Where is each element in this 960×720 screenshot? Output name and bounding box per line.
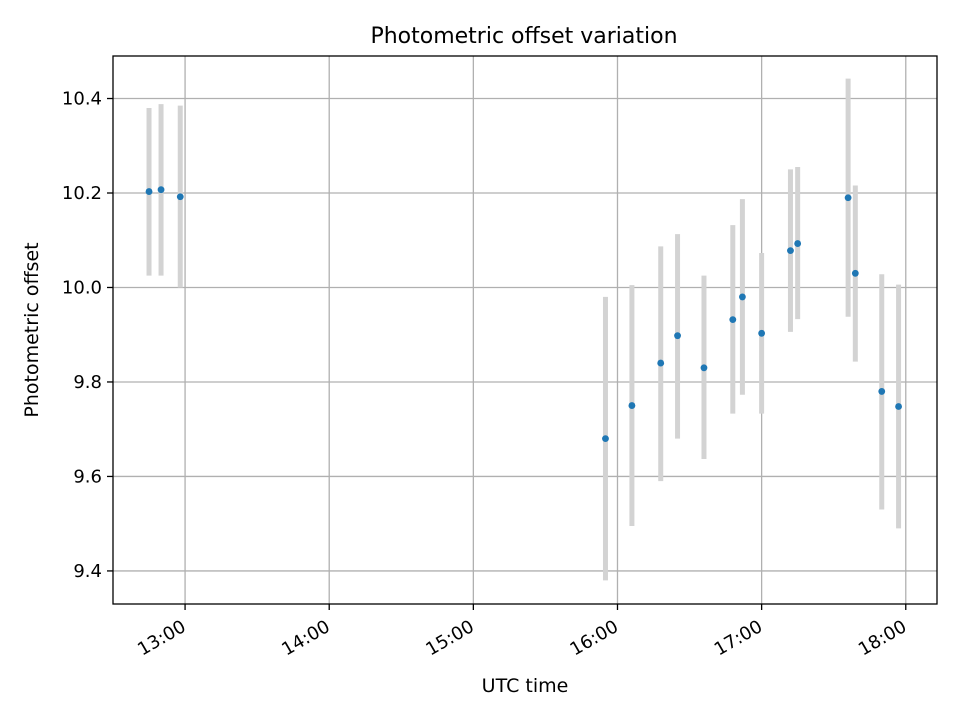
data-point: [157, 186, 165, 194]
data-point: [729, 316, 737, 324]
data-point: [628, 402, 636, 409]
data-point: [674, 332, 681, 340]
plot-frame: [112, 55, 938, 605]
data-point: [895, 403, 902, 410]
x-axis-label: UTC time: [482, 675, 569, 697]
data-point: [602, 435, 609, 443]
data-point: [739, 293, 746, 301]
data-point: [657, 359, 665, 367]
data-point: [176, 193, 184, 201]
data-point: [844, 194, 852, 202]
data-point: [700, 364, 708, 372]
y-tick-label: 9.4: [73, 561, 102, 582]
data-point: [794, 240, 802, 247]
data-point: [878, 388, 886, 395]
data-point: [787, 247, 794, 255]
data-point: [758, 329, 766, 337]
y-tick-label: 10.0: [62, 277, 102, 298]
y-tick-label: 10.2: [62, 183, 102, 204]
y-axis-ticks: 9.4 9.6 9.8 10.0 10.2 10.4: [62, 89, 113, 582]
y-tick-label: 10.4: [62, 89, 102, 110]
y-tick-label: 9.6: [73, 466, 102, 487]
chart-title: Photometric offset variation: [370, 24, 677, 49]
data-point: [851, 269, 859, 277]
y-tick-label: 9.8: [73, 372, 102, 393]
data-point: [145, 188, 153, 195]
y-axis-label: Photometric offset: [21, 242, 43, 417]
data-points: [145, 186, 902, 443]
